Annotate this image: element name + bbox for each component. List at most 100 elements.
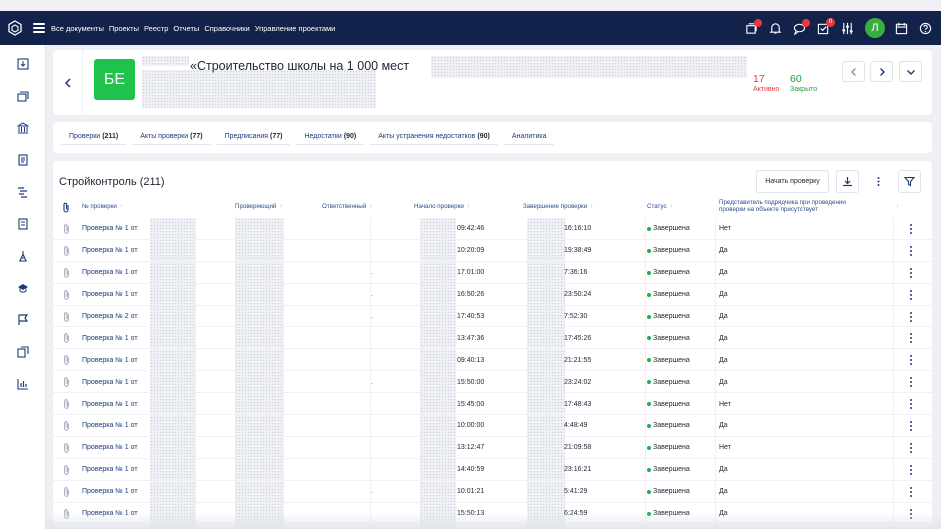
inspection-number-link[interactable]: Проверка № 1 от bbox=[82, 247, 138, 255]
row-menu-icon[interactable] bbox=[908, 371, 914, 393]
table-row[interactable]: Проверка № 1 от 10:20:09 19:38:49 Завершена… bbox=[53, 240, 932, 262]
sidebar-flag-icon[interactable] bbox=[15, 312, 31, 328]
tab-inspections[interactable]: Проверки (211) bbox=[61, 129, 127, 145]
paperclip-icon[interactable] bbox=[62, 481, 71, 503]
paperclip-icon[interactable] bbox=[62, 327, 71, 349]
paperclip-icon[interactable] bbox=[62, 306, 71, 328]
column-header-inspector[interactable]: Проверяющий ↑ bbox=[235, 203, 283, 210]
bell-icon[interactable] bbox=[767, 20, 783, 36]
sidebar-analytics-icon[interactable] bbox=[15, 376, 31, 392]
inspection-number-link[interactable]: Проверка № 2 от bbox=[82, 313, 138, 320]
tab-defects[interactable]: Недостатки (90) bbox=[296, 129, 365, 145]
start-inspection-button[interactable]: Начать проверку bbox=[756, 170, 829, 193]
sidebar-documents-icon[interactable] bbox=[15, 88, 31, 104]
sidebar-dashboard-icon[interactable] bbox=[15, 56, 31, 72]
table-row[interactable]: Проверка № 1 от 15:45:00 17:48:43 Завершена… bbox=[53, 393, 932, 416]
prev-project-button[interactable] bbox=[842, 61, 865, 82]
sidebar-copy-icon[interactable] bbox=[15, 344, 31, 360]
table-row[interactable]: Проверка № 1 от 13:47:36 17:45:26 Завершена… bbox=[53, 327, 932, 350]
tab-defect-elimination-acts[interactable]: Акты устранения недостатков (90) bbox=[370, 129, 498, 145]
paperclip-icon[interactable] bbox=[62, 349, 71, 371]
paperclip-icon[interactable] bbox=[62, 262, 71, 284]
hexagon-logo-icon[interactable] bbox=[7, 20, 23, 36]
paperclip-icon[interactable] bbox=[62, 415, 71, 437]
row-menu-icon[interactable] bbox=[908, 240, 914, 262]
paperclip-icon[interactable] bbox=[62, 284, 71, 306]
nav-project-management[interactable]: Управление проектами bbox=[254, 23, 336, 33]
inspection-number-link[interactable]: Проверка № 1 от bbox=[82, 378, 138, 386]
download-button[interactable] bbox=[836, 170, 859, 193]
calendar-icon[interactable] bbox=[893, 20, 909, 36]
inspection-number-link[interactable]: Проверка № 1 от bbox=[82, 400, 138, 408]
sidebar-register-icon[interactable] bbox=[15, 152, 31, 168]
table-row[interactable]: Проверка № 1 от 13:12:47 21:09:58 Завершена… bbox=[53, 437, 932, 459]
column-header-status[interactable]: Статус ↑ bbox=[647, 203, 673, 210]
column-header-representative-sort[interactable]: ↑ bbox=[896, 203, 900, 210]
documents-stack-icon[interactable] bbox=[743, 19, 762, 36]
chat-icon[interactable] bbox=[791, 19, 810, 36]
row-menu-icon[interactable] bbox=[908, 327, 914, 349]
row-menu-icon[interactable] bbox=[908, 306, 914, 328]
back-button[interactable] bbox=[53, 50, 83, 115]
table-row[interactable]: Проверка № 1 от. 17:01:00 7:36:16 Завершена… bbox=[53, 262, 932, 284]
row-menu-icon[interactable] bbox=[908, 262, 914, 284]
sidebar-reports-icon[interactable] bbox=[15, 216, 31, 232]
paperclip-icon[interactable] bbox=[62, 437, 71, 459]
paperclip-icon[interactable] bbox=[62, 393, 71, 415]
tab-analytics[interactable]: Аналитика bbox=[503, 129, 555, 145]
help-icon[interactable] bbox=[917, 20, 933, 36]
paperclip-icon[interactable] bbox=[62, 371, 71, 393]
sidebar-crane-icon[interactable] bbox=[15, 248, 31, 264]
row-menu-icon[interactable] bbox=[908, 415, 914, 437]
paperclip-icon[interactable] bbox=[62, 240, 71, 262]
row-menu-icon[interactable] bbox=[908, 218, 914, 240]
avatar[interactable]: Л bbox=[865, 18, 885, 38]
inspection-number-link[interactable]: Проверка № 1 от bbox=[82, 225, 138, 233]
table-row[interactable]: Проверка № 1 от 09:40:13 21:21:55 Завершена… bbox=[53, 349, 932, 372]
column-header-number[interactable]: № проверки ↑ bbox=[82, 203, 123, 210]
table-row[interactable]: Проверка № 2 от. 17:40:53 7:52:30 Завершена… bbox=[53, 306, 932, 328]
table-row[interactable]: Проверка № 1 от. 15:50:00 23:24:02 Завершен… bbox=[53, 371, 932, 394]
tab-prescriptions[interactable]: Предписания (77) bbox=[216, 129, 291, 145]
more-options-button[interactable] bbox=[867, 170, 890, 193]
row-menu-icon[interactable] bbox=[908, 437, 914, 459]
column-header-responsible[interactable]: Ответственный ↑ bbox=[322, 203, 373, 210]
table-row[interactable]: Проверка № 1 от 09:42:46 16:16:10 Завершена… bbox=[53, 218, 932, 240]
table-row[interactable]: Проверка № 1 от 10:00:00 4:48:49 Завершена Д… bbox=[53, 415, 932, 437]
paperclip-icon[interactable] bbox=[62, 218, 71, 240]
checkbox-icon[interactable]: 0 bbox=[815, 18, 835, 36]
sliders-icon[interactable] bbox=[839, 20, 855, 36]
inspection-number-link[interactable]: Проверка № 1 от bbox=[82, 444, 138, 452]
inspection-number-link[interactable]: Проверка № 1 от bbox=[82, 269, 138, 277]
column-header-representative[interactable]: Представитель подрядчика при проведении … bbox=[719, 199, 846, 213]
nav-projects[interactable]: Проекты bbox=[108, 23, 139, 33]
sidebar-education-icon[interactable] bbox=[15, 280, 31, 296]
row-menu-icon[interactable] bbox=[908, 349, 914, 371]
nav-directories[interactable]: Справочники bbox=[204, 23, 250, 33]
next-project-button[interactable] bbox=[870, 61, 893, 82]
inspection-number-link[interactable]: Проверка № 1 от bbox=[82, 488, 138, 496]
row-menu-icon[interactable] bbox=[908, 481, 914, 503]
table-row[interactable]: Проверка № 1 от 14:40:59 23:16:21 Завершена… bbox=[53, 459, 932, 481]
column-header-end[interactable]: Завершение проверки ↑ bbox=[523, 203, 594, 210]
sidebar-institution-icon[interactable] bbox=[15, 120, 31, 136]
table-row[interactable]: Проверка № 1 от. 10:01:21 5:41:29 Завершена… bbox=[53, 481, 932, 503]
paperclip-icon[interactable] bbox=[62, 459, 71, 481]
nav-reports[interactable]: Отчеты bbox=[173, 23, 200, 33]
expand-project-button[interactable] bbox=[899, 61, 922, 82]
burger-menu-icon[interactable] bbox=[33, 23, 45, 33]
row-menu-icon[interactable] bbox=[908, 284, 914, 306]
inspection-number-link[interactable]: Проверка № 1 от bbox=[82, 466, 138, 474]
inspection-number-link[interactable]: Проверка № 1 от bbox=[82, 334, 138, 342]
inspection-number-link[interactable]: Проверка № 1 от bbox=[82, 422, 138, 430]
nav-registry[interactable]: Реестр bbox=[144, 23, 169, 33]
table-row[interactable]: Проверка № 1 от. 16:50:26 23:50:24 Завершен… bbox=[53, 284, 932, 306]
nav-all-documents[interactable]: Все документы bbox=[51, 23, 104, 33]
sidebar-gantt-icon[interactable] bbox=[15, 184, 31, 200]
column-header-start[interactable]: Начало проверки ↑ bbox=[414, 203, 470, 210]
tab-inspection-acts[interactable]: Акты проверки (77) bbox=[132, 129, 211, 145]
filter-button[interactable] bbox=[898, 170, 921, 193]
row-menu-icon[interactable] bbox=[908, 459, 914, 481]
inspection-number-link[interactable]: Проверка № 1 от bbox=[82, 291, 138, 299]
row-menu-icon[interactable] bbox=[908, 393, 914, 415]
